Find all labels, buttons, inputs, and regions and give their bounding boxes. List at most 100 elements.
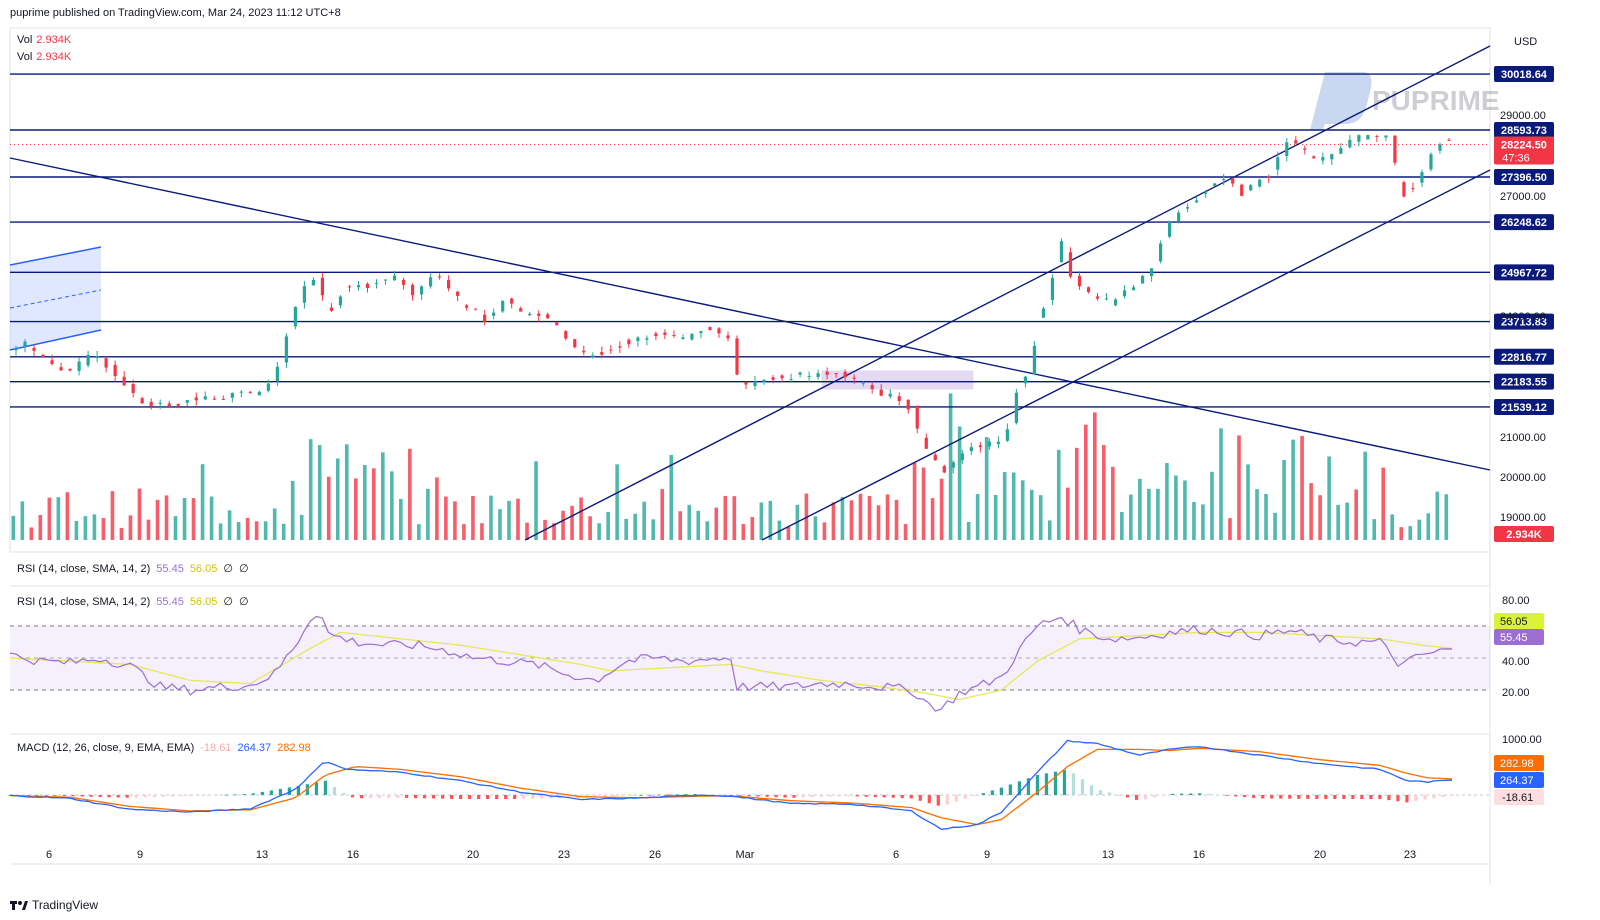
volume-bar	[1201, 504, 1205, 540]
macd-hist-bar	[242, 794, 246, 795]
macd-hist-bar	[1252, 795, 1256, 798]
volume-bar	[335, 458, 340, 540]
macd-hist-bar	[350, 795, 355, 798]
candle-body	[1294, 140, 1298, 144]
macd-hist-bar	[1180, 793, 1184, 795]
candle-body	[1438, 144, 1442, 151]
candle-body	[1231, 178, 1235, 184]
candle-body	[879, 389, 883, 396]
macd-hist-bar	[612, 795, 616, 797]
level-badge	[1494, 348, 1554, 365]
rsi-ma-badge-label: 56.05	[1500, 616, 1528, 628]
candle-body	[1366, 135, 1370, 140]
tradingview-footer[interactable]: TradingView	[10, 898, 98, 912]
candle-body	[41, 354, 45, 357]
rsi-legend-x1: ∅	[223, 563, 233, 575]
rsi-badge-label: 55.45	[1500, 632, 1528, 644]
macd-hist-bar	[1008, 784, 1012, 795]
candle-body	[1249, 185, 1253, 191]
volume-legend-2: Vol 2.934K	[17, 51, 71, 63]
volume-bar	[840, 497, 845, 540]
macd-legend: MACD (12, 26, close, 9, EMA, EMA) -18.61 2…	[17, 742, 311, 754]
signal-badge	[1494, 755, 1544, 771]
macd-hist-bar	[1315, 795, 1319, 799]
candle-body	[663, 332, 667, 335]
candle-body	[1113, 299, 1118, 306]
candle-body	[1267, 176, 1271, 178]
volume-bar	[263, 521, 268, 540]
candle-body	[1050, 278, 1055, 300]
volume-bar	[624, 518, 628, 540]
candle-body	[419, 286, 424, 295]
volume-bar	[480, 523, 484, 540]
volume-bar	[1282, 459, 1286, 540]
macd-hist-bar	[1162, 795, 1166, 796]
macd-hist-bar	[648, 794, 652, 796]
candle-body	[825, 371, 829, 375]
candle-body	[1321, 157, 1325, 161]
volume-bar	[227, 510, 232, 540]
candle-body	[59, 367, 63, 371]
candle-body	[1149, 268, 1154, 277]
candle-body	[1177, 212, 1181, 222]
level-badge	[1494, 169, 1554, 185]
candle-body	[1168, 221, 1172, 237]
candle-body	[284, 336, 288, 363]
currency-label: USD	[1514, 36, 1537, 48]
candle-body	[77, 361, 81, 371]
candle-body	[699, 331, 703, 334]
level-label: 23713.83	[1501, 317, 1547, 329]
macd-hist-bar	[909, 795, 913, 799]
macd-hist-bar	[305, 784, 310, 795]
volume-bar	[669, 454, 674, 540]
channel-drawing	[9, 246, 974, 390]
candle-body	[122, 376, 126, 386]
macd-hist-bar	[197, 795, 201, 796]
macd-hist-bar	[765, 795, 769, 797]
macd-hist-bar	[684, 794, 688, 795]
candle-body	[203, 396, 207, 400]
candle-body	[1186, 207, 1190, 209]
macd-hist-bar	[1450, 795, 1454, 797]
volume-bar	[741, 524, 746, 540]
volume-bar	[1093, 412, 1097, 540]
trend-line	[9, 157, 1491, 471]
macd-hist-bar	[1360, 795, 1364, 799]
candle-body	[492, 312, 496, 316]
rsi-line	[9, 615, 1453, 712]
macd-hist-bar	[1432, 795, 1436, 799]
volume-bar	[1147, 488, 1151, 540]
volume-bar	[173, 516, 178, 540]
candle-body	[302, 286, 307, 303]
volume-bar	[155, 499, 160, 540]
last-price-badge	[1494, 136, 1554, 165]
candle-body	[1140, 275, 1145, 284]
candle-body	[32, 347, 36, 351]
level-label: 27396.50	[1501, 172, 1547, 184]
time-tick: 6	[893, 849, 899, 861]
candle-body	[1222, 179, 1226, 181]
macd-hist-bar	[1342, 795, 1346, 799]
macd-hist-bar	[314, 782, 319, 795]
volume-bar	[1210, 471, 1214, 540]
macd-hist-bar	[296, 785, 300, 795]
macd-hist-bar	[963, 795, 967, 799]
macd-hist-bar	[53, 795, 57, 796]
volume-bar	[1056, 449, 1061, 540]
candle-body	[1276, 157, 1280, 170]
macd-hist-bar	[1441, 795, 1445, 798]
volume-bar	[939, 478, 944, 540]
volume-bar	[903, 524, 908, 540]
macd-hist-bar	[927, 795, 931, 804]
macd-hist-bar	[873, 795, 877, 798]
macd-hist-bar	[675, 794, 679, 796]
macd-hist-bar	[1189, 793, 1193, 795]
price-tick: 24000.00	[1500, 311, 1546, 323]
volume-bar	[1183, 480, 1187, 540]
volume-bar	[1020, 480, 1025, 540]
time-tick: 26	[649, 849, 661, 861]
volume-bar	[714, 507, 719, 540]
candle-body	[528, 313, 532, 316]
candle-body	[167, 403, 171, 407]
volume-bar	[858, 493, 863, 540]
